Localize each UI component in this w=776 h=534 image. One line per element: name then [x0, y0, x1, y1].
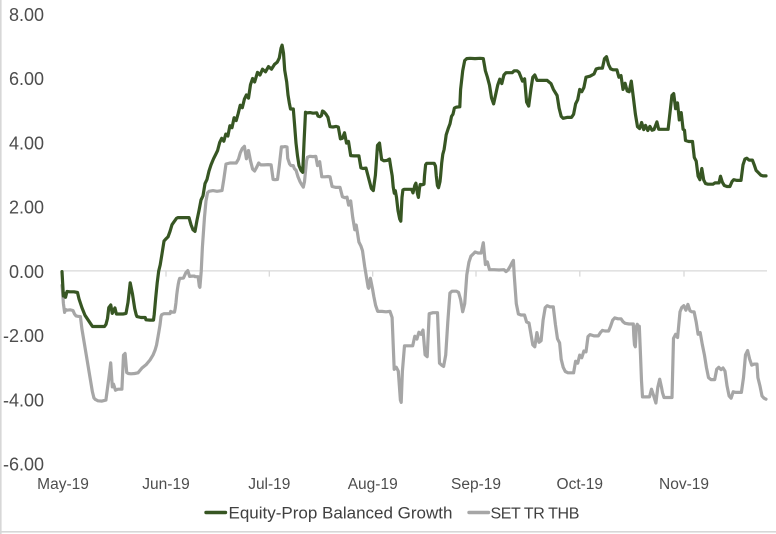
svg-text:6.00: 6.00	[9, 69, 44, 89]
svg-text:8.00: 8.00	[9, 5, 44, 25]
svg-text:Jul-19: Jul-19	[248, 476, 290, 493]
svg-text:May-19: May-19	[37, 476, 89, 493]
svg-text:Nov-19: Nov-19	[659, 476, 709, 493]
svg-text:Oct-19: Oct-19	[557, 476, 604, 493]
svg-text:Aug-19: Aug-19	[348, 476, 398, 493]
svg-text:Sep-19: Sep-19	[451, 476, 501, 493]
svg-text:SET TR THB: SET TR THB	[491, 506, 579, 523]
svg-text:4.00: 4.00	[9, 133, 44, 153]
svg-text:-4.00: -4.00	[3, 390, 44, 410]
svg-text:-6.00: -6.00	[3, 455, 44, 475]
svg-text:-2.00: -2.00	[3, 326, 44, 346]
svg-text:2.00: 2.00	[9, 198, 44, 218]
svg-text:Equity-Prop Balanced Growth: Equity-Prop Balanced Growth	[229, 504, 453, 523]
svg-text:Jun-19: Jun-19	[142, 476, 189, 493]
svg-text:0.00: 0.00	[9, 262, 44, 282]
